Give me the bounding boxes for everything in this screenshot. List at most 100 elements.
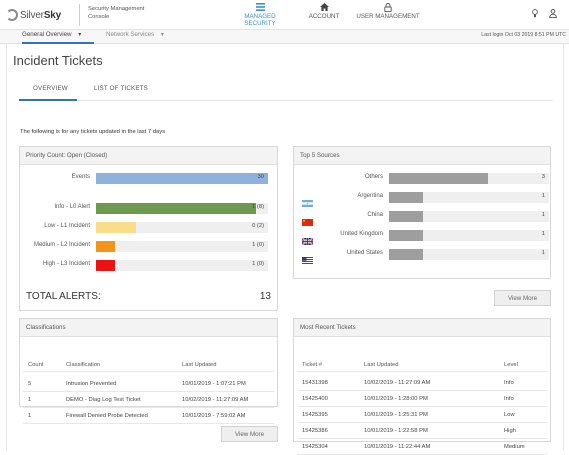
uk-flag-icon bbox=[301, 232, 314, 246]
source-bar-track: 1 bbox=[389, 192, 549, 203]
source-bar bbox=[389, 249, 423, 260]
ticket-row-cell: 10/02/2019 - 11:27:09 AM bbox=[364, 380, 431, 386]
classification-row-cell: 1 bbox=[28, 413, 32, 419]
chevron-down-icon: ▾ bbox=[160, 31, 164, 38]
tab-active-indicator bbox=[19, 99, 77, 101]
source-row: Argentina 1 bbox=[294, 192, 550, 207]
source-bar-track: 1 bbox=[389, 249, 549, 260]
tab-overview[interactable]: OVERVIEW bbox=[33, 85, 68, 92]
priority-bar bbox=[96, 222, 136, 233]
top-bar: SilverSky Security Management Console MA… bbox=[0, 0, 569, 30]
classifications-title: Classifications bbox=[20, 319, 277, 337]
nav-account-label: ACCOUNT bbox=[308, 13, 340, 20]
intro-text: The following is for any tickets updated… bbox=[20, 129, 166, 135]
column-header: Classification bbox=[66, 362, 101, 368]
lock-icon bbox=[355, 3, 421, 13]
recent-tickets-card: Most Recent Tickets Ticket # Last Updated… bbox=[293, 318, 551, 455]
classification-row-cell: DEMO - Diag Log Test Ticket bbox=[66, 397, 141, 403]
source-row: Others 3 bbox=[294, 173, 550, 184]
nav-managed-security-label: MANAGED SECURITY bbox=[244, 13, 276, 27]
column-header: Ticket # bbox=[302, 362, 323, 368]
tabs-divider bbox=[19, 100, 553, 101]
classification-row-cell: 10/01/2019 - 7:59:02 AM bbox=[182, 413, 246, 419]
logo-text-silver: Silver bbox=[20, 9, 44, 21]
source-label: Argentina bbox=[357, 193, 383, 199]
source-label: United Kingdom bbox=[340, 231, 383, 237]
priority-value: 30 bbox=[257, 174, 264, 180]
recent-tickets-title: Most Recent Tickets bbox=[294, 319, 550, 337]
classification-row-cell: 10/01/2019 - 1:07:21 PM bbox=[182, 381, 246, 387]
classification-row-divider bbox=[23, 407, 274, 408]
nav-user-management[interactable]: USER MANAGEMENT bbox=[355, 3, 421, 20]
priority-bar-track: 1 (8) bbox=[96, 203, 268, 214]
source-label: United States bbox=[346, 250, 383, 256]
header-divider bbox=[297, 371, 547, 372]
source-label: Others bbox=[364, 174, 383, 180]
source-bar-track: 1 bbox=[389, 230, 549, 241]
priority-label: Medium - L2 Incident bbox=[33, 242, 90, 248]
lightbulb-icon[interactable] bbox=[532, 9, 538, 20]
source-value: 3 bbox=[541, 174, 545, 180]
ticket-row-divider bbox=[297, 422, 547, 423]
classifications-card: Classifications Count Classification Last … bbox=[19, 318, 278, 424]
list-icon bbox=[229, 3, 291, 13]
china-flag-icon bbox=[302, 213, 313, 226]
source-label: China bbox=[367, 212, 383, 218]
main-content: Incident Tickets OVERVIEW LIST OF TICKET… bbox=[6, 44, 564, 455]
sub-navigation: General Overview ▾ Network Services ▾ La… bbox=[0, 30, 569, 44]
column-header: Last Updated bbox=[364, 362, 399, 368]
last-login-text: Last login Oct 03 2019 8:51 PM UTC bbox=[481, 32, 566, 38]
priority-value: 1 (0) bbox=[252, 261, 264, 267]
tab-list-of-tickets[interactable]: LIST OF TICKETS bbox=[94, 85, 149, 92]
ticket-row-cell: 15425395 bbox=[302, 412, 328, 418]
classification-row-divider bbox=[23, 391, 274, 392]
nav-account[interactable]: ACCOUNT bbox=[308, 3, 340, 20]
ticket-row-divider bbox=[297, 438, 547, 439]
priority-count-title: Priority Count: Open (Closed) bbox=[20, 147, 277, 165]
source-value: 1 bbox=[541, 193, 545, 199]
priority-bar bbox=[96, 260, 115, 271]
classification-row-cell: Intrusion Prevented bbox=[66, 381, 117, 387]
priority-bar bbox=[96, 241, 115, 252]
ticket-row-cell: High bbox=[504, 428, 516, 434]
logo-divider bbox=[79, 4, 80, 26]
priority-label: Info - L0 Alert bbox=[54, 204, 90, 210]
priority-bar-track: 0 (2) bbox=[96, 222, 268, 233]
priority-bar-track: 1 (0) bbox=[96, 241, 268, 252]
source-row: China 1 bbox=[294, 211, 550, 226]
subnav-network-services[interactable]: Network Services ▾ bbox=[106, 31, 164, 38]
source-row: United States 1 bbox=[294, 249, 550, 264]
silversky-logo[interactable]: SilverSky bbox=[6, 7, 61, 23]
source-bar bbox=[389, 192, 423, 203]
top-sources-title: Top 5 Sources bbox=[294, 147, 550, 165]
nav-managed-security[interactable]: MANAGED SECURITY bbox=[229, 3, 291, 27]
column-header: Level bbox=[504, 362, 518, 368]
subnav-active-indicator bbox=[22, 42, 94, 44]
priority-value: 1 (8) bbox=[252, 204, 264, 210]
classifications-view-more-button[interactable]: View More bbox=[221, 426, 278, 442]
ticket-row-cell: 15431398 bbox=[302, 380, 328, 386]
header-divider bbox=[23, 371, 274, 372]
ticket-row-cell: Info bbox=[504, 396, 514, 402]
priority-label: Events bbox=[71, 174, 90, 180]
nav-user-management-label: USER MANAGEMENT bbox=[356, 13, 420, 20]
top-sources-card: Top 5 Sources Others 3 Argentina 1 China 1 Uni… bbox=[293, 146, 551, 279]
logo-text-sky: Sky bbox=[43, 9, 62, 21]
classification-row-divider bbox=[23, 423, 274, 424]
priority-bar bbox=[96, 203, 256, 214]
page-title: Incident Tickets bbox=[13, 53, 103, 68]
ticket-row-cell: 10/01/2019 - 1:25:31 PM bbox=[364, 412, 428, 418]
ticket-row-cell: 15425304 bbox=[302, 444, 328, 450]
priority-row: Info - L0 Alert 1 (8) bbox=[20, 203, 277, 214]
chevron-down-icon: ▾ bbox=[78, 31, 82, 38]
subnav-general-overview[interactable]: General Overview ▾ bbox=[22, 31, 81, 38]
ticket-row-cell: 15425386 bbox=[302, 428, 328, 434]
sources-view-more-button[interactable]: View More bbox=[494, 290, 551, 306]
priority-label: High - L3 Incident bbox=[42, 261, 90, 267]
total-alerts-label: TOTAL ALERTS: bbox=[26, 291, 101, 302]
priority-bar-track: 1 (0) bbox=[96, 260, 268, 271]
priority-count-card: Priority Count: Open (Closed) Events 30 In… bbox=[19, 146, 278, 311]
user-icon[interactable] bbox=[549, 9, 557, 20]
source-bar bbox=[389, 173, 489, 184]
priority-row: Low - L1 Incident 0 (2) bbox=[20, 222, 277, 233]
